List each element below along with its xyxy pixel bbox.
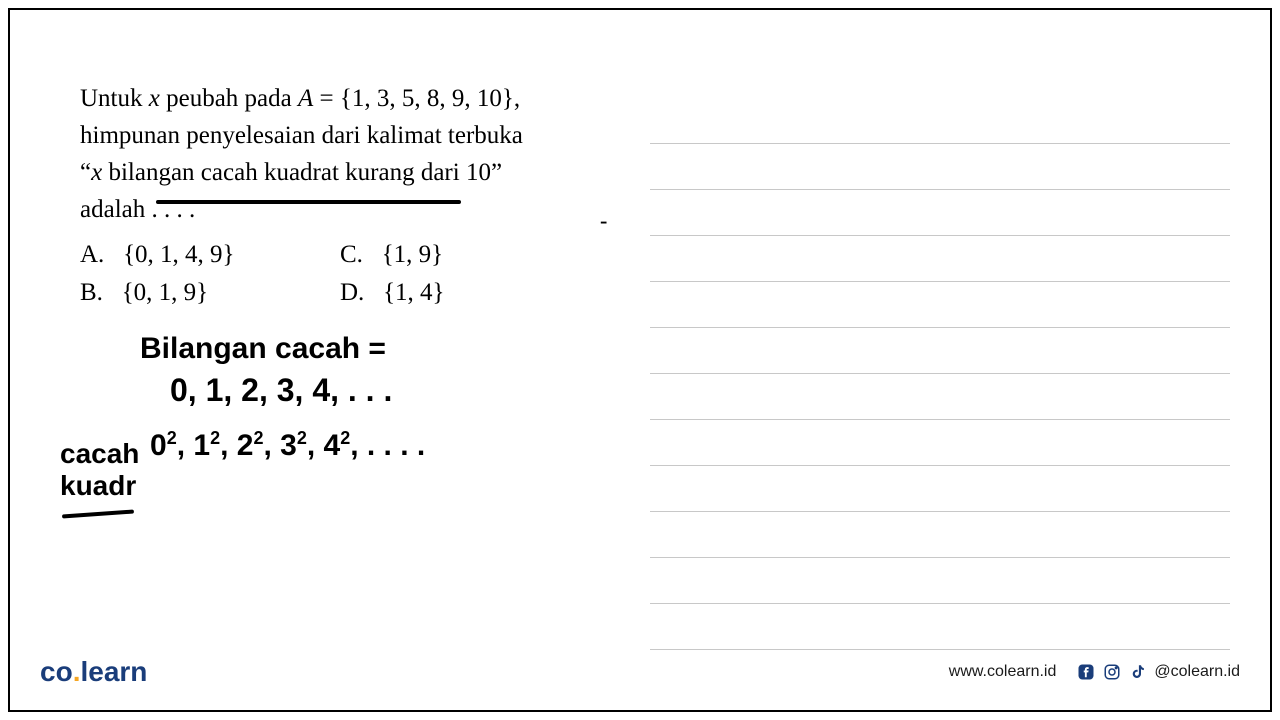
ruled-line: [650, 190, 1230, 236]
social-icons: @colearn.id: [1076, 662, 1240, 682]
logo-learn: learn: [80, 656, 147, 687]
ruled-area: [650, 98, 1230, 650]
option-B: B. {0, 1, 9}: [80, 274, 340, 312]
q-line3-rest: bilangan cacah kuadrat kurang dari 10”: [102, 159, 502, 186]
option-A: A. {0, 1, 4, 9}: [80, 236, 340, 274]
q-var-x: x: [149, 85, 160, 112]
ruled-line: [650, 420, 1230, 466]
logo-co: co: [40, 656, 73, 687]
ruled-line: [650, 374, 1230, 420]
option-C-value: {1, 9}: [382, 241, 444, 268]
tiktok-icon: [1128, 662, 1148, 682]
option-D-letter: D.: [340, 279, 364, 306]
ruled-line: [650, 144, 1230, 190]
question-text: Untuk x peubah pada A = {1, 3, 5, 8, 9, …: [80, 80, 640, 228]
ruled-line: [650, 328, 1230, 374]
ruled-line: [650, 604, 1230, 650]
option-B-letter: B.: [80, 279, 103, 306]
handwritten-label-1: cacah: [60, 438, 139, 469]
logo: co.learn: [40, 656, 147, 688]
options-block: A. {0, 1, 4, 9} C. {1, 9} B. {0, 1, 9} D…: [80, 236, 640, 311]
footer: co.learn www.colearn.id @colearn.id: [40, 656, 1240, 688]
q-line1-mid: peubah pada: [160, 85, 298, 112]
option-A-value: {0, 1, 4, 9}: [123, 241, 235, 268]
q-line3-var: x: [91, 159, 102, 186]
q-set-A: A: [298, 85, 313, 112]
handwritten-label-underline: [62, 509, 134, 518]
q-line3-open: “: [80, 159, 91, 186]
underline-annotation: [156, 200, 461, 204]
q-line1-prefix: Untuk: [80, 85, 149, 112]
ruled-line: [650, 282, 1230, 328]
handwritten-label-2: kuadr: [60, 470, 136, 501]
page-frame: Untuk x peubah pada A = {1, 3, 5, 8, 9, …: [8, 8, 1272, 712]
footer-right: www.colearn.id @colearn.id: [949, 662, 1240, 682]
q-line1-eq: = {1, 3, 5, 8, 9, 10},: [313, 85, 520, 112]
footer-handle: @colearn.id: [1154, 663, 1240, 681]
handwritten-line-1: Bilangan cacah =: [140, 332, 386, 366]
instagram-icon: [1102, 662, 1122, 682]
handwritten-label: cacah kuadr: [60, 438, 139, 502]
ruled-line: [650, 512, 1230, 558]
ruled-line: [650, 466, 1230, 512]
footer-url: www.colearn.id: [949, 663, 1057, 681]
question-block: Untuk x peubah pada A = {1, 3, 5, 8, 9, …: [80, 80, 640, 311]
option-C-letter: C.: [340, 241, 363, 268]
ruled-line: [650, 558, 1230, 604]
option-D: D. {1, 4}: [340, 274, 560, 312]
option-C: C. {1, 9}: [340, 236, 560, 274]
ruled-line: [650, 236, 1230, 282]
facebook-icon: [1076, 662, 1096, 682]
option-D-value: {1, 4}: [383, 279, 445, 306]
handwritten-line-2: 0, 1, 2, 3, 4, . . .: [170, 372, 392, 409]
q-line2: himpunan penyelesaian dari kalimat terbu…: [80, 122, 523, 149]
ruled-line: [650, 98, 1230, 144]
option-B-value: {0, 1, 9}: [122, 279, 209, 306]
dash-annotation: -: [600, 208, 607, 234]
option-A-letter: A.: [80, 241, 104, 268]
handwritten-line-3: 02, 12, 22, 32, 42, . . . .: [150, 428, 425, 463]
